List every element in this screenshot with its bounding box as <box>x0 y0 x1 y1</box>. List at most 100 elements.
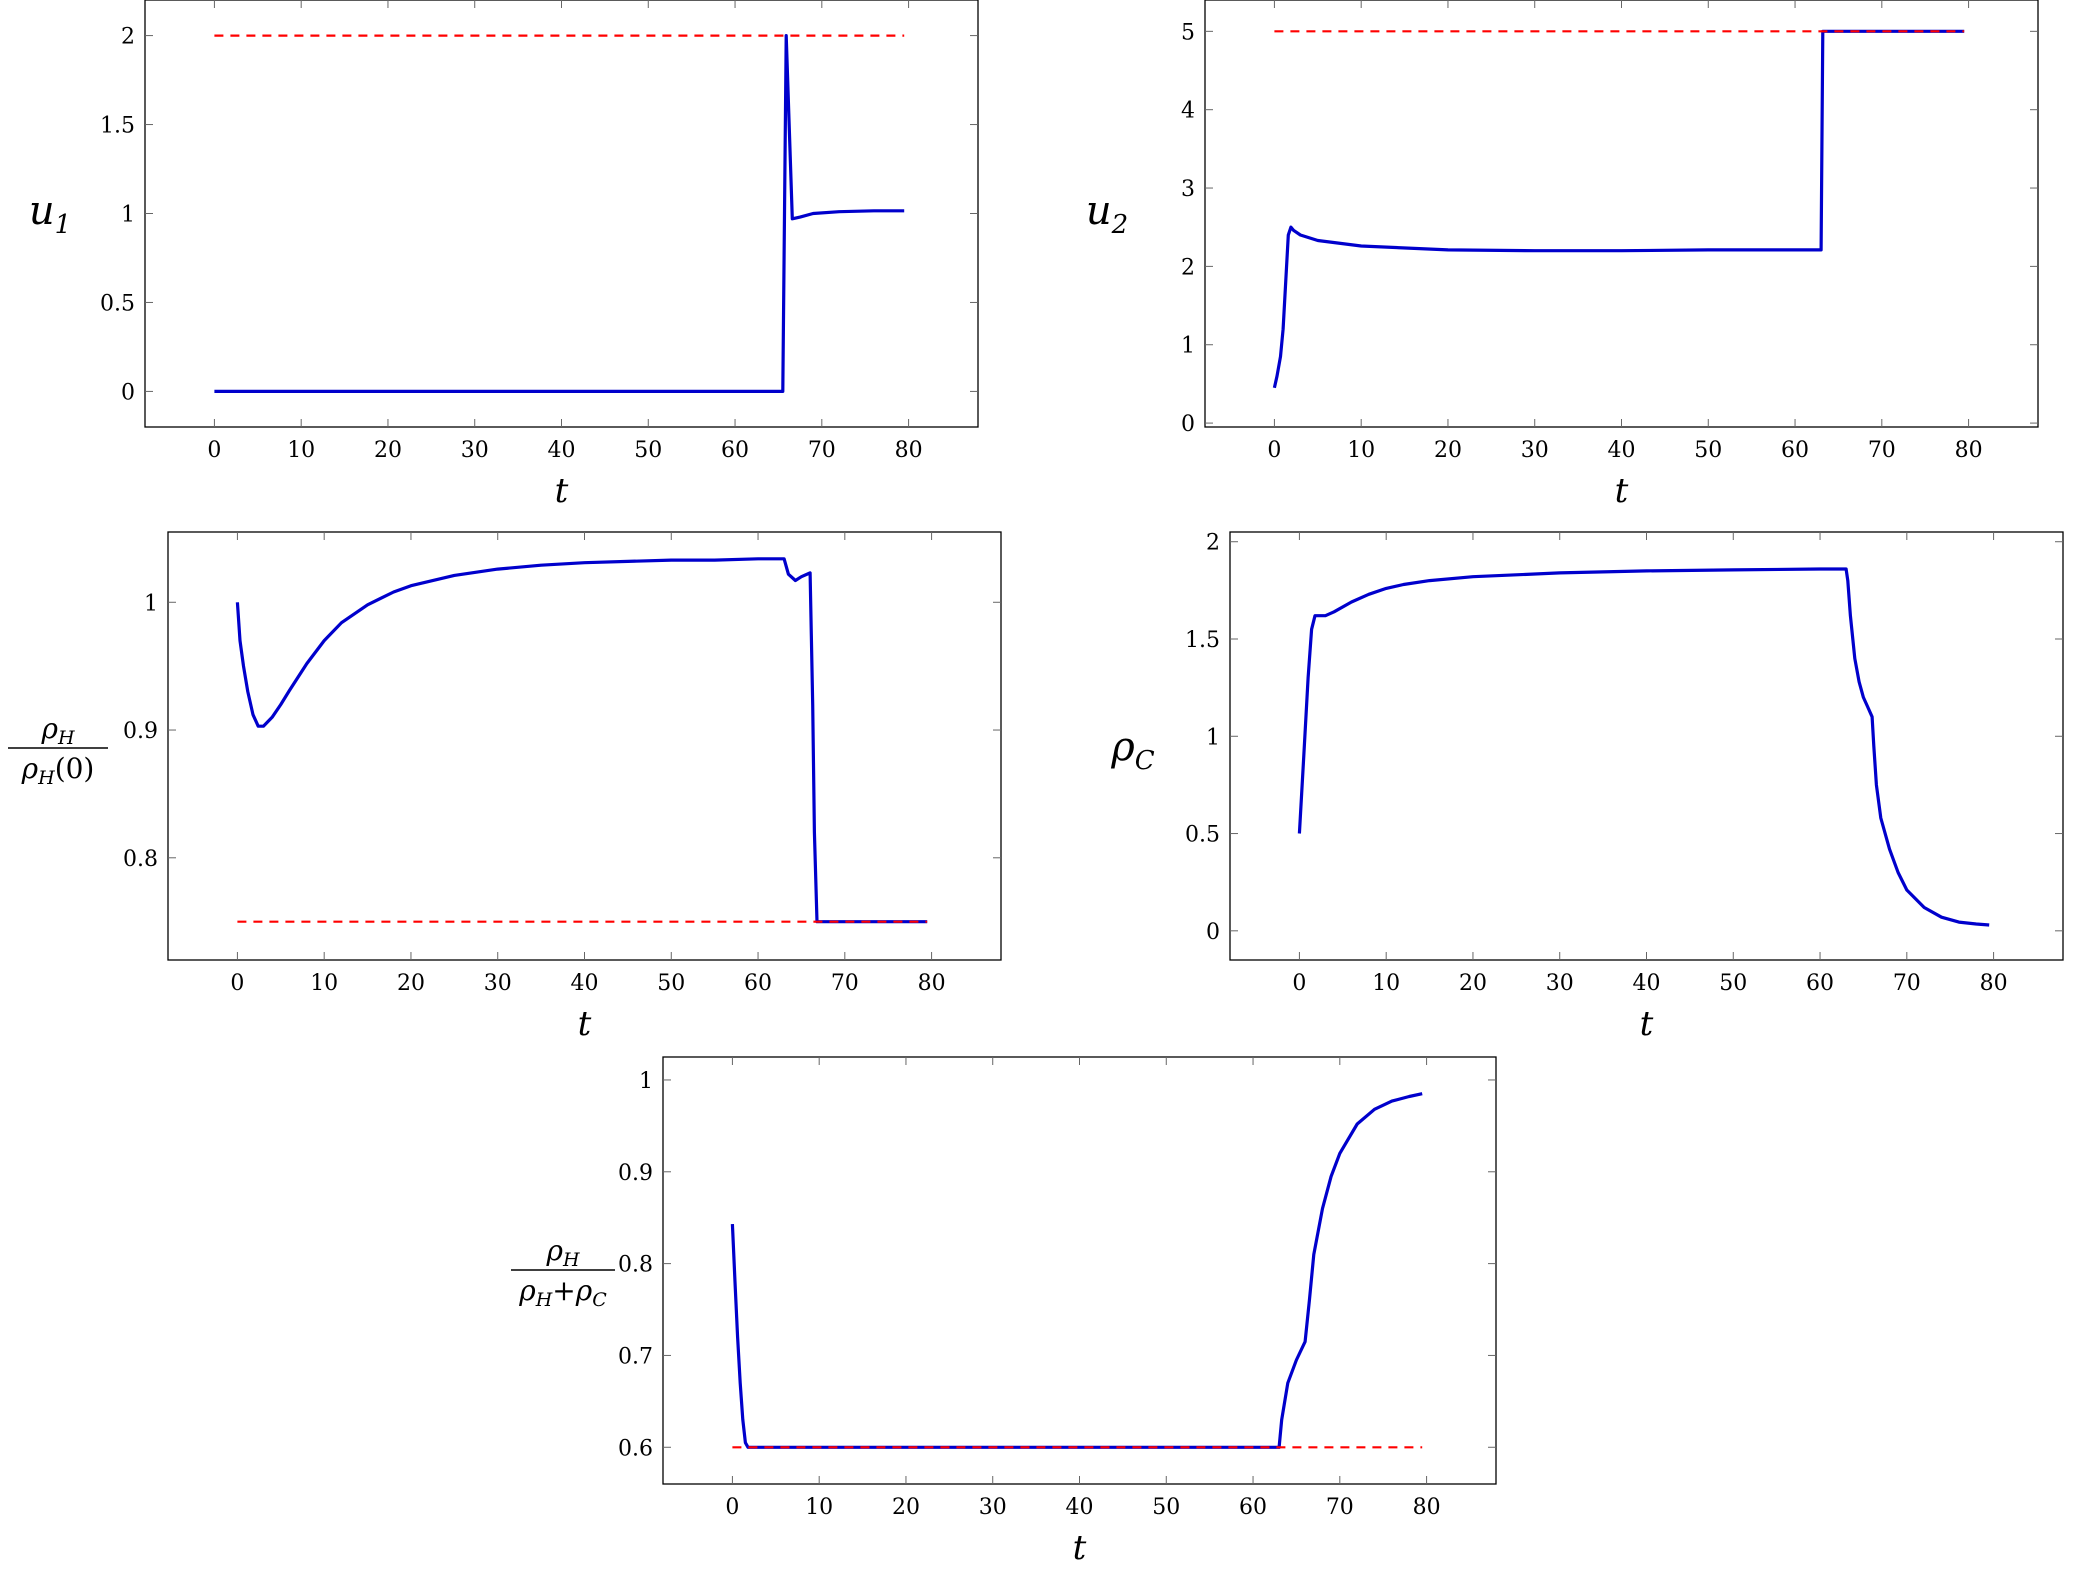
y-tick-label: 0.6 <box>618 1436 653 1461</box>
series-line <box>1297 567 1990 927</box>
x-tick-label: 70 <box>808 438 836 463</box>
x-tick-label: 60 <box>744 971 772 996</box>
y-axis-label: u2 <box>1086 188 1128 240</box>
fraction-denominator: ρH+ρC <box>518 1274 607 1311</box>
x-tick-label: 20 <box>1459 971 1487 996</box>
y-tick-label: 3 <box>1181 177 1195 202</box>
x-axis-label: t <box>1615 471 1629 511</box>
y-tick-label: 1 <box>1206 725 1220 750</box>
fraction-numerator: ρH <box>40 712 74 749</box>
x-tick-label: 70 <box>831 971 859 996</box>
x-tick-label: 50 <box>634 438 662 463</box>
x-tick-label: 30 <box>484 971 512 996</box>
plot-frame <box>1204 0 2039 428</box>
y-axis-label-sub: 1 <box>55 210 72 240</box>
x-tick-label: 40 <box>1066 1495 1094 1520</box>
x-tick-label: 30 <box>461 438 489 463</box>
x-tick-label: 60 <box>721 438 749 463</box>
x-tick-label: 10 <box>287 438 315 463</box>
y-tick-label: 0.5 <box>1185 823 1220 848</box>
x-tick-label: 20 <box>374 438 402 463</box>
x-tick-label: 60 <box>1806 971 1834 996</box>
x-tick-label: 60 <box>1781 438 1809 463</box>
y-tick-label: 0 <box>121 380 135 405</box>
x-tick-label: 20 <box>1434 438 1462 463</box>
x-tick-label: 40 <box>571 971 599 996</box>
series-line <box>730 1092 1423 1449</box>
x-tick-label: 40 <box>1633 971 1661 996</box>
y-tick-label: 0.5 <box>100 291 135 316</box>
plot-frame <box>1229 531 2064 961</box>
y-axis-label-main: u <box>1086 188 1112 234</box>
x-tick-label: 70 <box>1868 438 1896 463</box>
x-tick-label: 60 <box>1239 1495 1267 1520</box>
x-tick-label: 30 <box>1521 438 1549 463</box>
x-tick-label: 80 <box>895 438 923 463</box>
series-line <box>214 33 905 393</box>
series-line <box>1272 29 1965 389</box>
x-tick-label: 80 <box>1413 1495 1441 1520</box>
x-tick-label: 40 <box>1608 438 1636 463</box>
chart-rhoC: 0 10 20 30 40 50 60 70 80 0 0.5 1 1.5 2 t ρC <box>1110 531 2064 1044</box>
x-tick-label: 30 <box>979 1495 1007 1520</box>
fraction-numerator: ρH <box>545 1234 579 1271</box>
x-axis-label: t <box>555 471 569 511</box>
y-axis-label-main: u <box>29 188 55 234</box>
y-tick-label: 1 <box>121 203 135 228</box>
x-axis-label: t <box>1640 1004 1654 1044</box>
y-tick-label: 1 <box>639 1069 653 1094</box>
x-tick-label: 50 <box>1152 1495 1180 1520</box>
x-tick-label: 10 <box>1372 971 1400 996</box>
y-tick-label: 4 <box>1181 99 1195 124</box>
x-tick-label: 20 <box>397 971 425 996</box>
y-tick-label: 2 <box>1206 531 1220 556</box>
x-tick-label: 70 <box>1326 1495 1354 1520</box>
fraction-denominator: ρH(0) <box>21 752 95 789</box>
x-tick-label: 30 <box>1546 971 1574 996</box>
y-axis-label-sub: 2 <box>1111 210 1129 240</box>
y-tick-label: 0.9 <box>123 719 158 744</box>
x-axis-label: t <box>578 1004 592 1044</box>
plot-frame <box>167 531 1002 961</box>
y-axis-label-sub: C <box>1135 746 1155 776</box>
x-axis-label: t <box>1073 1528 1087 1568</box>
x-tick-label: 0 <box>725 1495 739 1520</box>
x-tick-label: 50 <box>1719 971 1747 996</box>
plot-frame <box>662 1056 1497 1485</box>
x-tick-label: 80 <box>918 971 946 996</box>
y-tick-label: 2 <box>1181 255 1195 280</box>
y-axis-label: ρC <box>1110 724 1155 776</box>
y-tick-label: 0.9 <box>618 1161 653 1186</box>
x-tick-label: 80 <box>1980 971 2008 996</box>
y-tick-label: 5 <box>1181 20 1195 45</box>
x-tick-label: 70 <box>1893 971 1921 996</box>
y-tick-label: 1.5 <box>1185 628 1220 653</box>
x-tick-label: 10 <box>805 1495 833 1520</box>
x-tick-label: 0 <box>207 438 221 463</box>
y-tick-label: 0 <box>1206 920 1220 945</box>
x-tick-label: 0 <box>1267 438 1281 463</box>
y-tick-label: 1.5 <box>100 114 135 139</box>
y-axis-label: u1 <box>29 188 71 240</box>
y-axis-label-main: ρ <box>1110 724 1135 770</box>
y-tick-label: 1 <box>144 591 158 616</box>
x-tick-label: 0 <box>1292 971 1306 996</box>
x-tick-label: 50 <box>657 971 685 996</box>
x-tick-label: 80 <box>1955 438 1983 463</box>
plot-frame <box>144 0 979 428</box>
x-tick-label: 20 <box>892 1495 920 1520</box>
y-tick-label: 2 <box>121 25 135 50</box>
x-tick-label: 10 <box>310 971 338 996</box>
y-tick-label: 0.7 <box>618 1344 653 1369</box>
x-tick-label: 50 <box>1694 438 1722 463</box>
y-tick-label: 0.8 <box>123 847 158 872</box>
y-tick-label: 0 <box>1181 412 1195 437</box>
x-tick-label: 40 <box>548 438 576 463</box>
